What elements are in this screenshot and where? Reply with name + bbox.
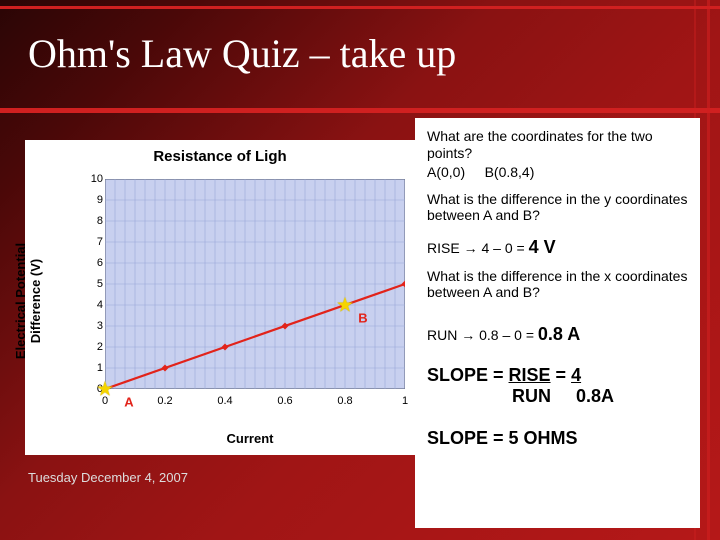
star-icon: ★: [336, 293, 354, 318]
y-tick: 3: [85, 320, 103, 332]
run-prefix: RUN: [427, 327, 461, 343]
x-tick: 0.4: [217, 395, 232, 407]
run-line: RUN → 0.8 – 0 = 0.8 A: [427, 324, 688, 345]
answer-1: A(0,0) B(0.8,4): [427, 164, 688, 181]
y-tick: 9: [85, 194, 103, 206]
chart-body: Electrical Potential Difference (V) 0123…: [33, 173, 407, 429]
chart-title: Resistance of Ligh: [33, 148, 407, 165]
footer-date: Tuesday December 4, 2007: [28, 470, 188, 485]
decor-line: [0, 6, 720, 9]
run-value: 0.8 A: [538, 324, 580, 344]
arrow-icon: →: [464, 240, 478, 256]
slope-eq: SLOPE =: [427, 365, 509, 385]
chart-svg: [105, 179, 405, 389]
y-tick: 10: [85, 173, 103, 185]
star-icon: ★: [96, 377, 114, 402]
slope-formula-2: RUN 0.8A: [427, 386, 688, 407]
slope-4: 4: [571, 365, 581, 385]
point-label: B: [358, 310, 367, 325]
slide-title: Ohm's Law Quiz – take up: [28, 30, 456, 77]
y-tick: 1: [85, 362, 103, 374]
y-tick: 5: [85, 278, 103, 290]
x-axis-label: Current: [33, 431, 407, 446]
answer-box: What are the coordinates for the two poi…: [415, 118, 700, 528]
slope-result: SLOPE = 5 OHMS: [427, 428, 688, 449]
x-tick: 0.6: [277, 395, 292, 407]
plot-area: [105, 179, 405, 389]
rise-prefix: RISE: [427, 240, 464, 256]
y-axis-label: Electrical Potential Difference (V): [14, 211, 44, 391]
y-tick: 7: [85, 236, 103, 248]
y-tick: 8: [85, 215, 103, 227]
question-1: What are the coordinates for the two poi…: [427, 128, 688, 161]
y-tick: 6: [85, 257, 103, 269]
question-3: What is the difference in the x coordina…: [427, 268, 688, 301]
x-tick: 0.8: [337, 395, 352, 407]
slope-formula-1: SLOPE = RISE = 4: [427, 365, 688, 386]
run-expr: 0.8 – 0 =: [479, 327, 538, 343]
x-tick: 0.2: [157, 395, 172, 407]
question-2: What is the difference in the y coordina…: [427, 191, 688, 224]
chart-panel: Resistance of Ligh Electrical Potential …: [25, 140, 415, 455]
x-tick: 1: [402, 395, 408, 407]
decor-line: [707, 0, 710, 540]
slope-rise: RISE: [509, 365, 551, 385]
rise-line: RISE → 4 – 0 = 4 V: [427, 237, 688, 258]
arrow-icon: →: [461, 327, 475, 343]
y-tick: 2: [85, 341, 103, 353]
decor-line: [0, 108, 720, 113]
rise-value: 4 V: [529, 237, 556, 257]
slope-eq2: =: [551, 365, 572, 385]
slide-root: Ohm's Law Quiz – take up Resistance of L…: [0, 0, 720, 540]
rise-expr: 4 – 0 =: [481, 240, 528, 256]
y-tick: 4: [85, 299, 103, 311]
point-label: A: [124, 394, 133, 409]
